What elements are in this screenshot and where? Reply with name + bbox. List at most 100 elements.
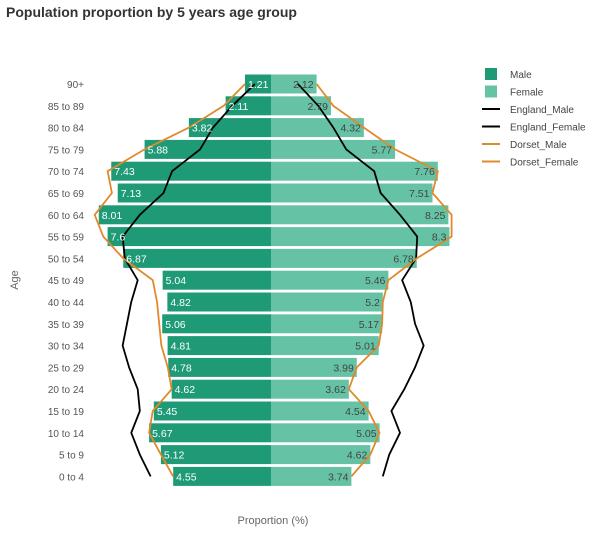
bar-female (271, 74, 317, 94)
bar-male (167, 336, 271, 356)
bar-male (160, 445, 271, 465)
legend-label: England_Female (510, 123, 586, 134)
line-dorset_female (315, 83, 453, 477)
bar-female (271, 270, 389, 290)
legend-label: Female (510, 88, 544, 99)
y-tick-label: 55 to 59 (48, 233, 85, 244)
bar-female (271, 336, 379, 356)
data-label: 6.78 (393, 253, 414, 265)
y-tick-label: 45 to 49 (48, 276, 85, 287)
x-axis-label: Proportion (%) (238, 515, 309, 527)
data-label: 5.2 (365, 297, 380, 309)
data-label: 4.32 (340, 123, 361, 135)
bar-female (271, 161, 438, 181)
data-label: 5.45 (157, 406, 178, 418)
legend-swatch (485, 68, 497, 80)
data-label: 2.11 (229, 101, 249, 113)
line-england_male (121, 83, 256, 477)
data-label: 2.79 (308, 101, 329, 113)
bar-male (111, 161, 271, 181)
bar-female (271, 423, 380, 443)
data-label: 4.81 (171, 341, 192, 353)
y-tick-label: 0 to 4 (59, 472, 84, 483)
bar-female (271, 292, 383, 312)
bar-female (271, 401, 369, 421)
bar-male (98, 205, 271, 225)
data-label: 5.77 (372, 144, 393, 156)
bar-male (171, 379, 271, 399)
data-label: 8.25 (425, 210, 446, 222)
data-label: 8.01 (102, 210, 123, 222)
bar-female (271, 314, 383, 334)
data-label: 4.78 (171, 362, 192, 374)
y-tick-label: 85 to 89 (48, 102, 85, 113)
data-label: 7.76 (414, 166, 435, 178)
data-label: 5.01 (355, 341, 376, 353)
y-tick-label: 30 to 34 (48, 342, 85, 353)
data-label: 5.17 (359, 319, 380, 331)
data-label: 7.6 (111, 232, 126, 244)
bar-female (271, 379, 349, 399)
y-tick-label: 10 to 14 (48, 429, 85, 440)
bar-female (271, 357, 357, 377)
line-dorset_male (93, 83, 246, 477)
data-label: 7.13 (121, 188, 142, 200)
y-tick-label: 70 to 74 (48, 167, 85, 178)
bar-female (271, 96, 331, 116)
bar-male (162, 314, 271, 334)
y-tick-label: 20 to 24 (48, 385, 85, 396)
line-england_female (297, 83, 425, 477)
data-label: 5.04 (166, 275, 187, 287)
data-label: 2.12 (293, 79, 314, 91)
bar-female (271, 227, 450, 247)
data-label: 5.05 (356, 428, 377, 440)
legend-label: Dorset_Female (510, 158, 579, 169)
data-label: 4.82 (170, 297, 191, 309)
data-label: 4.62 (175, 384, 196, 396)
y-tick-label: 15 to 19 (48, 407, 85, 418)
y-tick-label: 90+ (67, 80, 84, 91)
bar-male (117, 183, 271, 203)
data-label: 5.88 (148, 144, 169, 156)
y-tick-label: 80 to 84 (48, 124, 85, 135)
bar-male (162, 270, 271, 290)
data-label: 7.43 (114, 166, 135, 178)
bar-female (271, 139, 396, 159)
y-tick-label: 65 to 69 (48, 189, 85, 200)
data-label: 5.46 (365, 275, 386, 287)
bar-male (168, 357, 271, 377)
legend-label: Male (510, 70, 532, 81)
data-label: 4.55 (176, 471, 197, 483)
data-label: 5.06 (165, 319, 186, 331)
bar-male (149, 423, 271, 443)
legend-swatch (485, 85, 497, 98)
bar-female (271, 248, 417, 268)
y-tick-label: 50 to 54 (48, 254, 85, 265)
data-label: 1.21 (248, 79, 269, 91)
data-label: 3.82 (192, 123, 213, 135)
y-tick-label: 5 to 9 (59, 451, 84, 462)
y-tick-label: 35 to 39 (48, 320, 85, 331)
bar-female (271, 183, 433, 203)
y-tick-label: 75 to 79 (48, 145, 85, 156)
data-label: 4.54 (345, 406, 366, 418)
bar-female (271, 205, 449, 225)
data-label: 6.87 (126, 253, 147, 265)
legend-label: England_Male (510, 105, 574, 116)
bar-female (271, 118, 364, 138)
data-label: 7.51 (409, 188, 430, 200)
y-axis-label: Age (9, 270, 21, 290)
bar-female (271, 466, 352, 486)
data-label: 5.67 (152, 428, 173, 440)
data-label: 5.12 (164, 450, 185, 462)
bar-male (173, 466, 271, 486)
data-label: 3.74 (328, 471, 349, 483)
bar-male (167, 292, 271, 312)
data-label: 3.99 (333, 362, 354, 374)
y-tick-label: 40 to 44 (48, 298, 85, 309)
bar-male (107, 227, 271, 247)
y-tick-label: 25 to 29 (48, 363, 85, 374)
chart-title: Population proportion by 5 years age gro… (6, 4, 297, 20)
